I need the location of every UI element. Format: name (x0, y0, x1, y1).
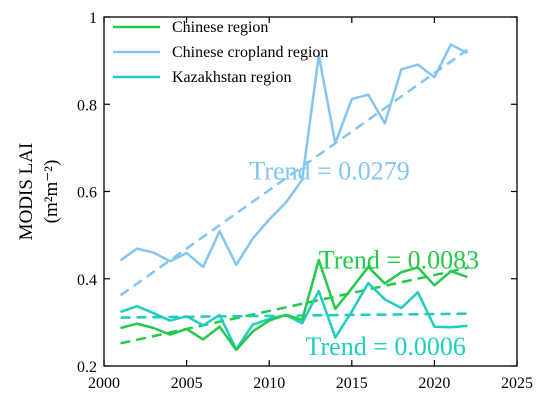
plot-frame (103, 16, 518, 367)
legend-label-2: Kazakhstan region (172, 69, 292, 86)
series-line-0 (120, 258, 468, 352)
series-line-2 (120, 281, 468, 351)
y-tick-label: 1 (89, 10, 97, 27)
y-axis-units: (m²m⁻²) (41, 160, 62, 224)
trend-line-0 (120, 266, 468, 345)
x-tick-label: 2010 (253, 375, 285, 392)
trend-line-1 (119, 48, 469, 297)
y-tick-label: 0.2 (77, 359, 97, 376)
trend-line-2 (120, 312, 468, 319)
y-tick-label: 0.6 (77, 185, 97, 202)
x-tick-label: 2025 (501, 375, 533, 392)
trend-lines (119, 48, 469, 345)
legend: Chinese region Chinese cropland region Kaz… (113, 19, 328, 86)
trend-label-1: Trend = 0.0279 (249, 156, 409, 185)
x-tick-label: 2000 (88, 375, 120, 392)
legend-label-0: Chinese region (172, 19, 268, 36)
y-tick-label: 0.8 (77, 97, 97, 114)
y-axis-title: MODIS LAI (16, 143, 37, 241)
trend-labels: Trend = 0.0083 Trend = 0.0279 Trend = 0.00… (249, 156, 479, 361)
y-tick-label: 0.4 (77, 272, 97, 289)
x-tick-label: 2020 (418, 375, 450, 392)
trend-label-0: Trend = 0.0083 (319, 246, 479, 275)
legend-label-1: Chinese cropland region (172, 44, 328, 61)
x-tick-label: 2005 (171, 375, 203, 392)
series-lines (119, 43, 468, 352)
x-tick-label: 2015 (336, 375, 368, 392)
trend-label-2: Trend = 0.0006 (306, 332, 466, 361)
axes: 2000 2005 2010 2015 2020 2025 0.2 0.4 0.6 0.8 1 MOD… (16, 10, 533, 392)
series-line-1 (119, 43, 468, 269)
